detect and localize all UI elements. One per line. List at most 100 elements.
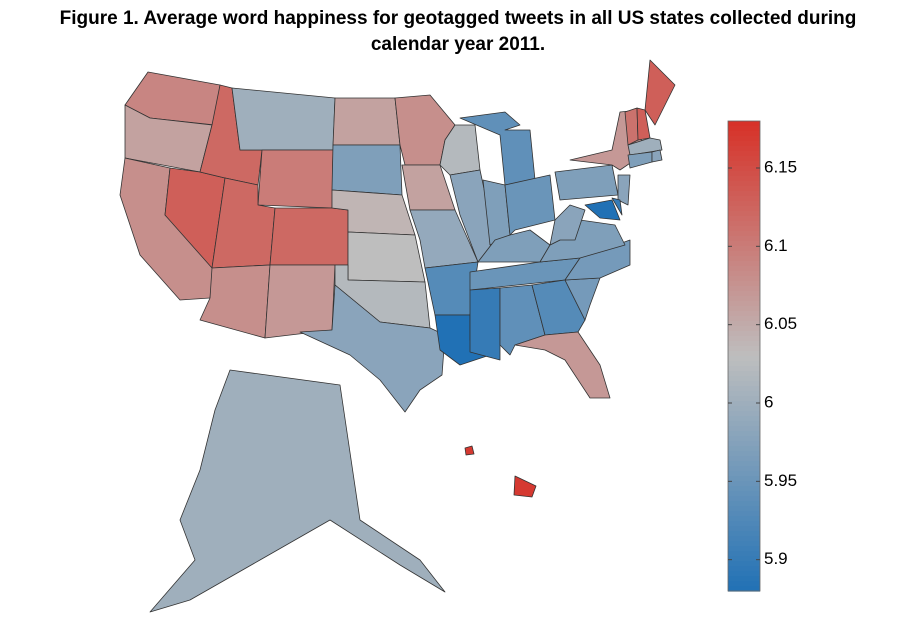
state xyxy=(347,231,426,283)
colorbar-step xyxy=(728,316,760,322)
colorbar-step xyxy=(728,341,760,347)
colorbar-step xyxy=(728,216,760,222)
colorbar-step xyxy=(728,221,760,227)
colorbar-step xyxy=(728,511,760,517)
colorbar-step xyxy=(728,481,760,487)
state xyxy=(199,264,271,339)
colorbar-step xyxy=(728,236,760,242)
colorbar-step xyxy=(728,371,760,377)
colorbar-step xyxy=(728,556,760,562)
title-line: Figure 1. Average word happiness for geo… xyxy=(60,8,857,29)
colorbar-step xyxy=(728,491,760,497)
colorbar-step xyxy=(728,441,760,447)
colorbar-step xyxy=(728,261,760,267)
tick-label: 5.95 xyxy=(764,471,797,490)
colorbar-step xyxy=(728,321,760,327)
state xyxy=(504,174,556,236)
colorbar-step xyxy=(728,351,760,357)
state xyxy=(627,137,663,156)
state xyxy=(554,164,619,201)
colorbar-step xyxy=(728,136,760,142)
colorbar-step xyxy=(728,196,760,202)
colorbar-step xyxy=(728,426,760,432)
colorbar-step xyxy=(728,561,760,567)
colorbar-step xyxy=(728,266,760,272)
colorbar-step xyxy=(728,336,760,342)
tick-label: 6 xyxy=(764,392,773,411)
colorbar-step xyxy=(728,476,760,482)
colorbar-step xyxy=(728,386,760,392)
colorbar-step xyxy=(728,501,760,507)
colorbar-step xyxy=(728,356,760,362)
state xyxy=(149,369,446,613)
colorbar-step xyxy=(728,206,760,212)
colorbar-step xyxy=(728,346,760,352)
state xyxy=(257,149,334,209)
colorbar-step xyxy=(728,166,760,172)
states xyxy=(119,59,676,613)
colorbar-step xyxy=(728,486,760,492)
colorbar-step xyxy=(728,231,760,237)
colorbar-step xyxy=(728,171,760,177)
colorbar-step xyxy=(728,251,760,257)
colorbar-step xyxy=(728,271,760,277)
colorbar-step xyxy=(728,416,760,422)
colorbar-step xyxy=(728,496,760,502)
colorbar-step xyxy=(728,536,760,542)
state xyxy=(264,264,336,339)
colorbar-step xyxy=(728,421,760,427)
colorbar: 5.9 5.95 6 6.05 6.1 6.15 xyxy=(727,120,797,592)
colorbar-step xyxy=(728,571,760,577)
colorbar-step xyxy=(728,526,760,532)
colorbar-step xyxy=(728,256,760,262)
colorbar-step xyxy=(728,286,760,292)
tick-label: 6.05 xyxy=(764,314,797,333)
state xyxy=(469,287,501,361)
colorbar-step xyxy=(728,546,760,552)
colorbar-step xyxy=(728,406,760,412)
colorbar-step xyxy=(728,531,760,537)
colorbar-step xyxy=(728,151,760,157)
colorbar-step xyxy=(728,146,760,152)
colorbar-step xyxy=(728,156,760,162)
colorbar-step xyxy=(728,306,760,312)
state xyxy=(513,475,537,498)
colorbar-step xyxy=(728,191,760,197)
colorbar-step xyxy=(728,126,760,132)
colorbar-step xyxy=(728,456,760,462)
colorbar-step xyxy=(728,581,760,587)
tick-label: 5.9 xyxy=(764,549,788,568)
colorbar-step xyxy=(728,161,760,167)
colorbar-step xyxy=(728,296,760,302)
state xyxy=(231,87,336,151)
title-line: calendar year 2011. xyxy=(371,34,545,55)
colorbar-step xyxy=(728,361,760,367)
state xyxy=(584,199,621,221)
state xyxy=(331,144,403,196)
colorbar-step xyxy=(728,461,760,467)
colorbar-step xyxy=(728,516,760,522)
state xyxy=(299,284,446,413)
colorbar-step xyxy=(728,241,760,247)
tick-label: 6.15 xyxy=(764,157,797,176)
colorbar-step xyxy=(728,506,760,512)
state xyxy=(617,174,631,206)
colorbar-step xyxy=(728,586,760,592)
colorbar-step xyxy=(728,276,760,282)
colorbar-step xyxy=(728,141,760,147)
colorbar-step xyxy=(728,391,760,397)
state xyxy=(464,445,475,456)
colorbar-step xyxy=(728,521,760,527)
state xyxy=(644,59,676,126)
colorbar-step xyxy=(728,401,760,407)
tick-label: 6.1 xyxy=(764,236,788,255)
colorbar-step xyxy=(728,331,760,337)
colorbar-step xyxy=(728,431,760,437)
state xyxy=(611,197,623,216)
colorbar-step xyxy=(728,566,760,572)
colorbar-step xyxy=(728,176,760,182)
state xyxy=(549,204,586,246)
colorbar-frame xyxy=(727,120,761,592)
state xyxy=(514,331,611,399)
colorbar-step xyxy=(728,211,760,217)
